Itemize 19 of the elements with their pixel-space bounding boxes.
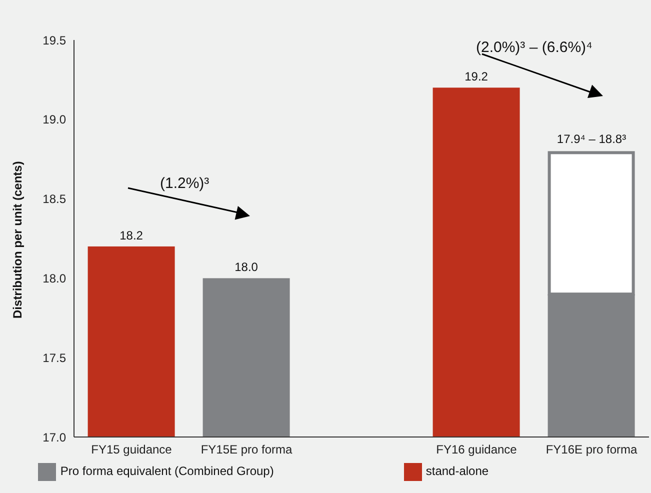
x-tick-label: FY16E pro forma [546,442,638,457]
legend-label: Pro forma equivalent (Combined Group) [60,464,274,478]
annotation: (1.2%)³ [160,175,210,192]
y-tick-label: 17.0 [42,430,66,444]
y-tick-label: 18.0 [42,271,66,286]
y-axis-title: Distribution per unit (cents) [10,161,24,318]
x-tick-label: FY15 guidance [91,442,172,457]
x-tick-label: FY15E pro forma [200,442,293,457]
y-tick-label: 19.5 [42,33,66,48]
annotation: 17.9⁴ – 18.8³ [556,132,626,146]
annotation: (2.0%)³ – (6.6%)⁴ [476,39,592,56]
y-tick-label: 17.5 [42,350,66,365]
y-tick-label: 18.5 [42,192,66,206]
data-label: 18.2 [120,228,144,242]
x-tick-label: FY16 guidance [436,442,518,457]
legend-label: stand-alone [426,464,489,478]
data-label: 19.2 [464,70,488,84]
data-label: 18.0 [234,260,258,274]
y-tick-label: 19.0 [42,112,66,127]
